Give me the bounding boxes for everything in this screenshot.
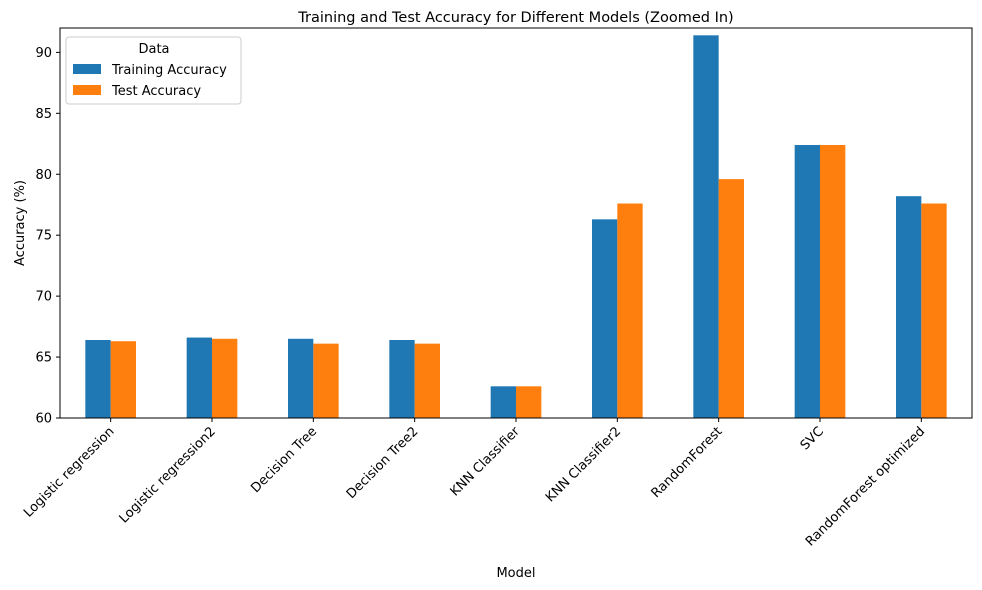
y-tick-label: 75: [35, 229, 52, 244]
legend-box: [65, 36, 242, 105]
plot-frame: [59, 27, 973, 419]
bar-test-0: [110, 341, 136, 418]
bars-layer: [85, 35, 947, 418]
x-tick-label: Logistic regression: [21, 424, 117, 520]
legend-swatch-training: [73, 64, 101, 74]
bar-training-1: [186, 337, 212, 418]
legend-label-training: Training Accuracy: [111, 63, 227, 78]
y-tick-label: 80: [35, 168, 52, 183]
chart-title: Training and Test Accuracy for Different…: [297, 10, 733, 26]
x-axis: Logistic regression Logistic regression2 D…: [21, 418, 928, 549]
legend-swatch-test: [73, 85, 101, 95]
bar-test-7: [820, 145, 846, 418]
bar-training-6: [693, 35, 719, 418]
bar-training-7: [794, 145, 820, 418]
bar-test-8: [921, 203, 947, 418]
x-tick-label: Logistic regression2: [117, 424, 219, 526]
x-tick-label: KNN Classifier: [448, 424, 524, 500]
x-tick-label: RandomForest: [649, 424, 726, 501]
y-tick-label: 70: [35, 290, 52, 305]
legend-title: Data: [138, 42, 169, 57]
y-tick-label: 85: [35, 107, 52, 122]
y-axis: 60 65 70 75 80 85 90: [35, 46, 60, 427]
bar-training-8: [896, 196, 922, 418]
y-axis-label: Accuracy (%): [13, 180, 28, 266]
bar-training-5: [592, 219, 618, 418]
x-axis-label: Model: [496, 566, 535, 581]
x-tick-label: KNN Classifier2: [543, 424, 624, 505]
y-tick-label: 65: [35, 351, 52, 366]
bar-training-2: [288, 338, 314, 418]
legend-label-test: Test Accuracy: [111, 84, 201, 99]
bar-training-4: [490, 386, 516, 418]
y-tick-label: 90: [35, 46, 52, 61]
x-tick-label: Decision Tree: [248, 424, 320, 496]
bar-test-3: [414, 343, 440, 418]
bar-test-4: [516, 386, 542, 418]
legend: Data Training Accuracy Test Accuracy: [65, 36, 242, 105]
bar-test-5: [617, 203, 643, 418]
bar-test-2: [313, 343, 339, 418]
x-tick-label: Decision Tree2: [344, 424, 422, 502]
bar-test-6: [718, 179, 744, 418]
x-tick-label: RandomForest optimized: [803, 424, 928, 549]
bar-training-0: [85, 340, 111, 418]
bar-training-3: [389, 340, 415, 418]
bar-test-1: [212, 338, 238, 418]
y-tick-label: 60: [35, 412, 52, 427]
x-tick-label: SVC: [798, 424, 827, 453]
